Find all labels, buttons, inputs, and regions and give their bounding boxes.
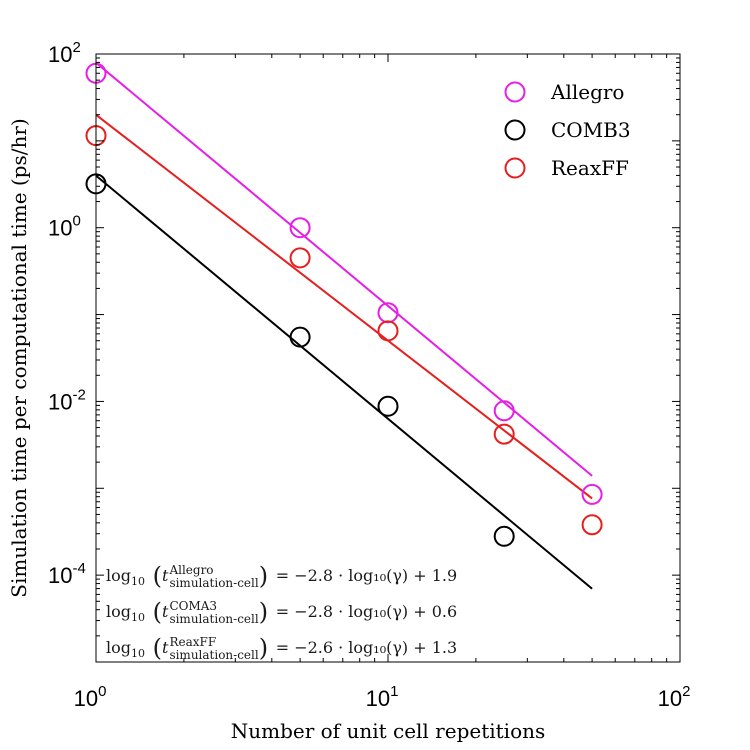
y-tick-label: 102 <box>48 39 81 67</box>
legend-label-comb3: COMB3 <box>551 118 631 142</box>
fit-equation: log10 (t ReaxFF simulation-cell) = −2.6 · … <box>106 634 458 662</box>
data-point-reaxff <box>289 247 311 269</box>
legend-marker-reaxff <box>504 157 526 179</box>
y-tick-label: 100 <box>48 213 81 241</box>
data-point-reaxff <box>581 514 603 536</box>
x-tick-label: 102 <box>658 683 691 711</box>
legend-label-allegro: Allegro <box>550 80 624 104</box>
y-tick-label: 10-2 <box>48 386 86 414</box>
plot-frame <box>95 53 681 663</box>
y-tick-label: 10-4 <box>48 560 86 588</box>
fit-line-allegro <box>95 61 593 477</box>
x-tick-label: 100 <box>74 683 107 711</box>
fit-equations: log10 (t Allegro simulation-cell) = −2.8 ·… <box>106 558 526 666</box>
x-axis-label: Number of unit cell repetitions <box>231 719 546 743</box>
data-point-allegro <box>581 483 603 505</box>
data-point-reaxff <box>377 320 399 342</box>
fit-equation: log10 (t Allegro simulation-cell) = −2.8 ·… <box>106 562 458 590</box>
legend-marker-comb3 <box>504 119 526 141</box>
data-point-reaxff <box>493 423 515 445</box>
fit-equation: log10 (t COMA3 simulation-cell) = −2.8 · l… <box>106 598 458 626</box>
legend-label-reaxff: ReaxFF <box>551 156 629 180</box>
y-axis-label: Simulation time per computational time (… <box>7 118 31 597</box>
data-point-comb3 <box>493 525 515 547</box>
data-point-comb3 <box>377 395 399 417</box>
data-point-comb3 <box>289 326 311 348</box>
fit-line-comb3 <box>95 174 593 590</box>
fit-line-reaxff <box>95 114 593 500</box>
data-point-allegro <box>289 217 311 239</box>
legend-marker-allegro <box>504 81 526 103</box>
data-point-allegro <box>493 400 515 422</box>
x-tick-label: 101 <box>366 683 399 711</box>
